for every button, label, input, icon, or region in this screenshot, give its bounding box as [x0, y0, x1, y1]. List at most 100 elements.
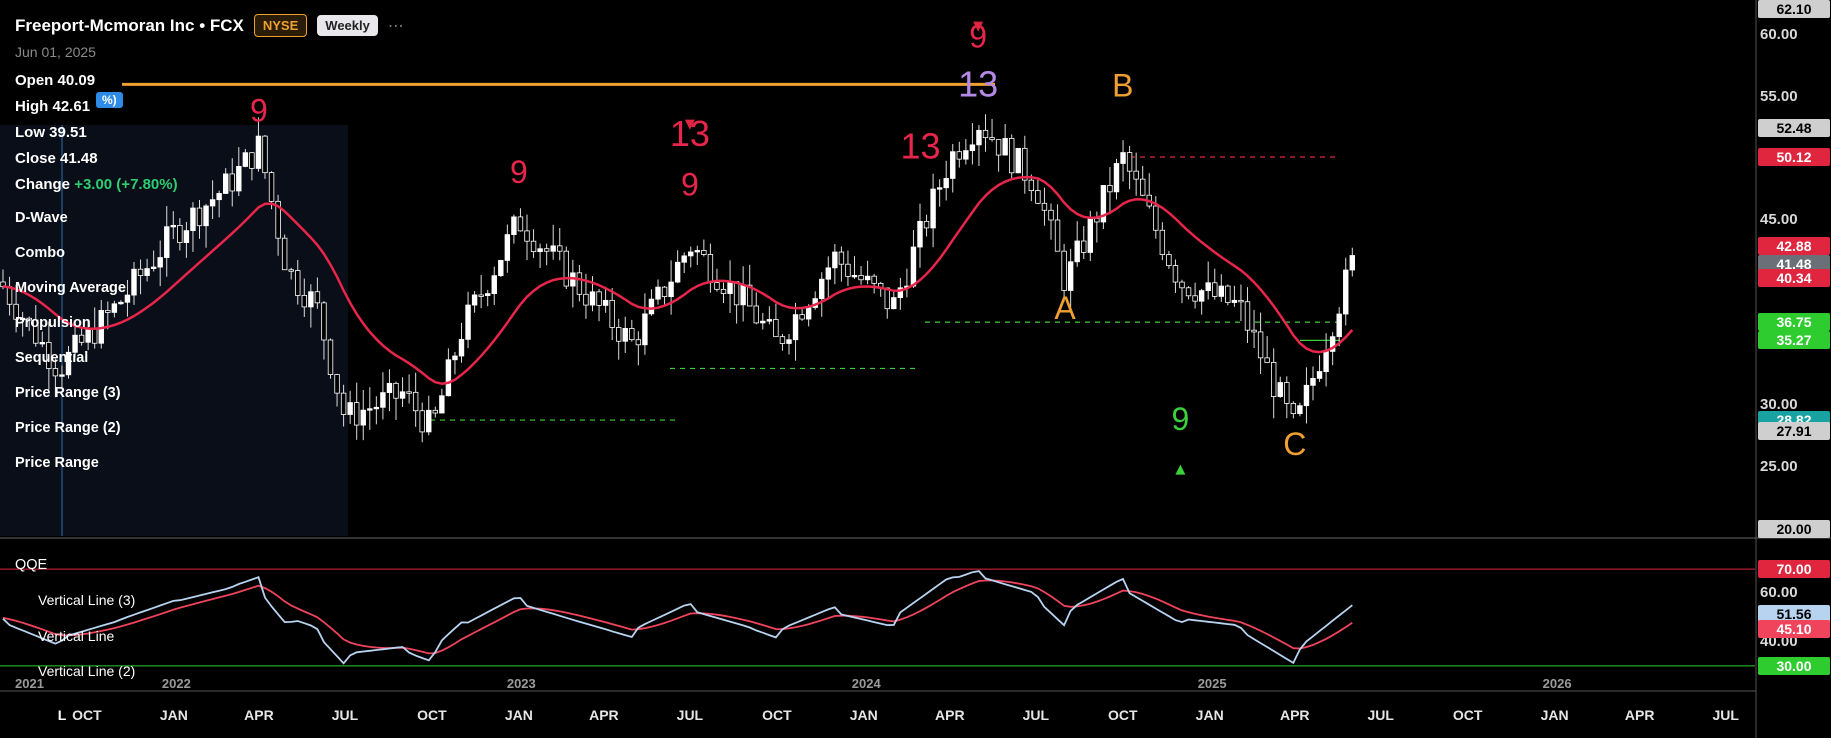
candle-body	[891, 297, 897, 310]
candle-body	[360, 409, 366, 426]
indicator-price-range-3[interactable]: Price Range (3)	[15, 385, 121, 401]
ohlc-open: Open 40.09	[15, 72, 95, 89]
candle-body	[72, 334, 78, 353]
candle-body	[1316, 371, 1323, 379]
change-pill: %)	[96, 92, 123, 108]
candle-body	[105, 309, 111, 313]
candle-body	[367, 408, 373, 411]
candle-body	[1297, 405, 1303, 415]
candle-body	[1238, 299, 1244, 303]
price-tick-label: 55.00	[1760, 87, 1798, 105]
candle-body	[471, 294, 478, 306]
close-label: Close	[15, 150, 56, 167]
candle-body	[819, 278, 825, 300]
indicator-moving-average[interactable]: Moving Average	[15, 280, 126, 296]
candle-body	[426, 409, 432, 433]
qqe-title[interactable]: QQE	[15, 557, 48, 573]
candle-body	[773, 319, 779, 338]
sequential-count: A	[1054, 290, 1076, 326]
candle-body	[150, 266, 157, 269]
candle-body	[216, 193, 222, 201]
candle-body	[1113, 163, 1120, 193]
candle-body	[137, 268, 144, 276]
candle-body	[583, 293, 589, 306]
sequential-count: 9	[1171, 401, 1189, 437]
candle-body	[707, 254, 714, 283]
candle-body	[1159, 229, 1166, 255]
candle-body	[701, 250, 707, 255]
vertical-line[interactable]: Vertical Line	[38, 628, 115, 644]
candle-body	[242, 152, 249, 167]
candle-body	[262, 135, 268, 174]
price-axis-marker: 62.10	[1758, 0, 1830, 18]
candle-body	[1048, 209, 1054, 221]
candle-body	[1277, 382, 1283, 397]
candle-body	[557, 245, 563, 252]
indicator-combo[interactable]: Combo	[15, 245, 65, 261]
candle-body	[229, 173, 235, 192]
more-icon[interactable]: ⋯	[387, 17, 404, 35]
candle-body	[511, 216, 517, 236]
candle-body	[1166, 254, 1172, 267]
candle-body	[1133, 170, 1139, 180]
ohlc-close: Close 41.48	[15, 150, 98, 167]
candle-body	[124, 294, 131, 303]
timeframe-toggle[interactable]: L	[57, 707, 67, 723]
candle-body	[78, 334, 85, 343]
vertical-line-3[interactable]: Vertical Line (3)	[38, 592, 136, 608]
indicator-propulsion[interactable]: Propulsion	[15, 315, 91, 331]
timeframe-badge[interactable]: Weekly	[317, 15, 378, 36]
indicator-price-range[interactable]: Price Range	[15, 455, 99, 471]
candle-body	[668, 281, 674, 298]
candle-body	[1349, 255, 1355, 271]
candle-body	[452, 355, 458, 361]
month-tick-label: APR	[1279, 707, 1310, 723]
candle-body	[982, 129, 989, 139]
candle-body	[1310, 377, 1316, 386]
candle-body	[674, 261, 681, 283]
candle-body	[897, 287, 904, 299]
indicator-sequential[interactable]: Sequential	[15, 350, 89, 366]
candle-body	[458, 338, 465, 357]
candle-body	[498, 260, 504, 277]
candle-body	[190, 207, 196, 232]
year-label: 2022	[161, 676, 191, 691]
candle-body	[753, 305, 759, 324]
candle-body	[327, 339, 334, 375]
candle-body	[563, 250, 569, 287]
candle-body	[688, 251, 694, 257]
symbol-title[interactable]: Freeport-Mcmoran Inc • FCX	[15, 15, 244, 35]
high-label: High	[15, 98, 49, 115]
price-tick-label: 25.00	[1760, 458, 1798, 476]
candle-body	[936, 187, 943, 190]
candle-body	[1329, 336, 1336, 352]
qqe-axis-marker: 70.00	[1758, 560, 1830, 579]
candle-body	[177, 224, 183, 243]
candle-body	[995, 139, 1002, 156]
signal-arrow: ▼	[973, 19, 983, 34]
candle-body	[1172, 265, 1179, 283]
candle-body	[1061, 250, 1067, 291]
candle-body	[517, 216, 524, 232]
candle-body	[484, 293, 491, 296]
indicator-dwave[interactable]: D-Wave	[15, 210, 68, 226]
month-tick-label: JUL	[676, 707, 704, 723]
candle-body	[681, 255, 687, 263]
candle-body	[838, 251, 845, 265]
candle-body	[871, 275, 877, 284]
candle-body	[1035, 190, 1041, 204]
indicator-price-range-2[interactable]: Price Range (2)	[15, 420, 121, 436]
candle-body	[1343, 269, 1349, 315]
candle-body	[1303, 384, 1310, 407]
candle-body	[766, 319, 773, 322]
candle-body	[196, 207, 203, 227]
candle-body	[504, 234, 511, 261]
candle-body	[1212, 282, 1218, 297]
bar-date: Jun 01, 2025	[15, 44, 96, 60]
candle-body	[609, 299, 615, 328]
candle-body	[805, 307, 812, 320]
year-label: 2025	[1197, 676, 1227, 691]
vertical-line-2[interactable]: Vertical Line (2)	[38, 663, 136, 679]
candle-body	[399, 391, 406, 399]
